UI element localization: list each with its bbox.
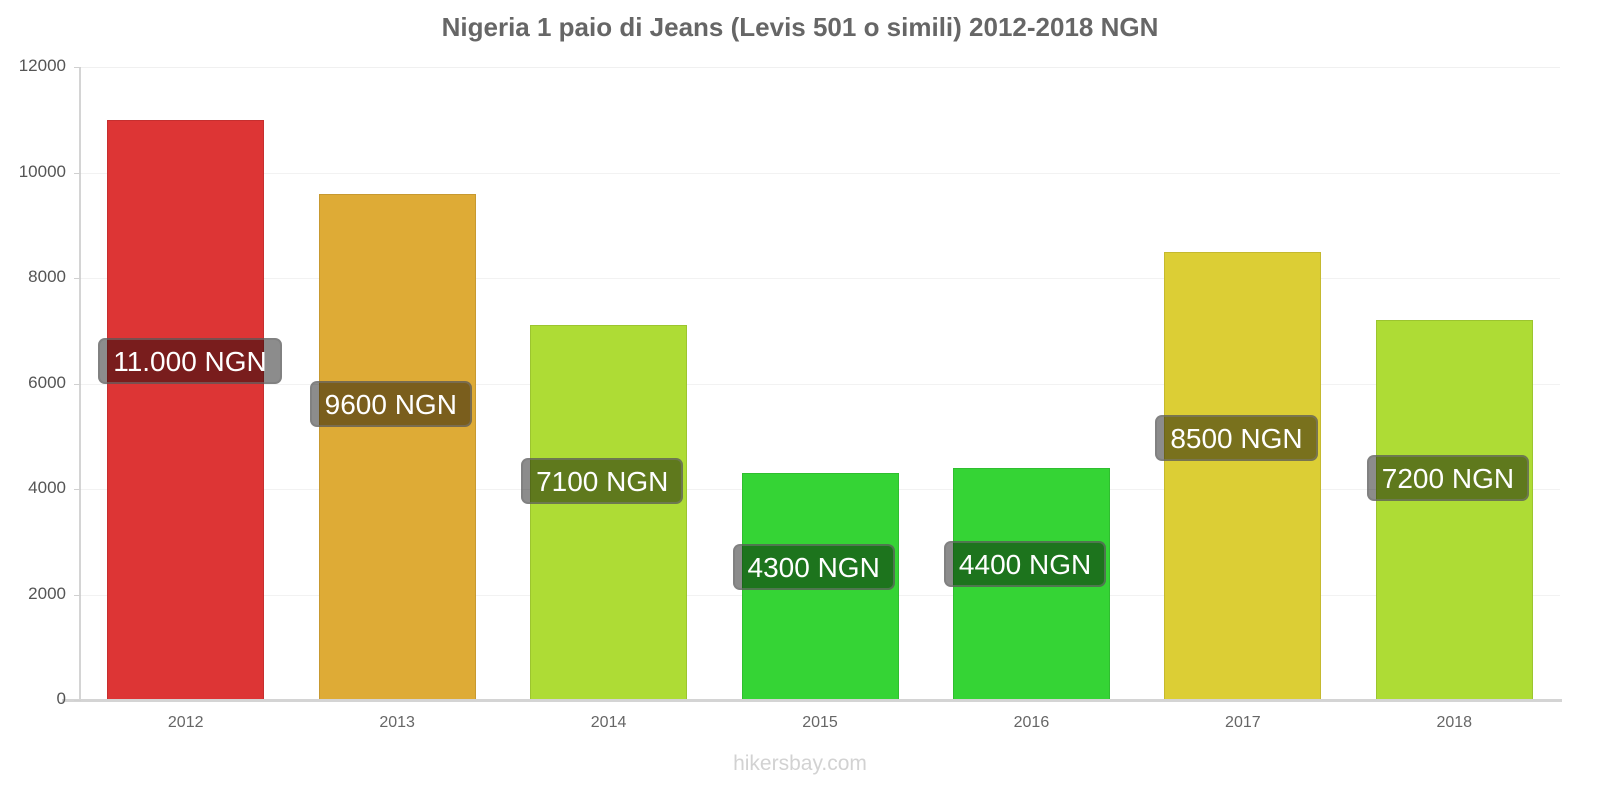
y-axis-tick-label: 6000 <box>28 372 66 392</box>
chart-title: Nigeria 1 paio di Jeans (Levis 501 o sim… <box>441 12 1159 42</box>
y-axis-tick-mark <box>74 383 81 385</box>
bar-value-label-2012: 11.000 NGN <box>98 337 282 384</box>
y-axis-tick-label: 12000 <box>18 56 66 75</box>
bar-value-label-2013: 9600 NGN <box>309 380 472 427</box>
bar-value-label-2017: 8500 NGN <box>1155 414 1318 461</box>
bar-value-label-2018: 7200 NGN <box>1366 454 1530 501</box>
y-axis-tick-label: 0 <box>56 689 66 708</box>
y-axis-tick-mark <box>74 700 81 701</box>
x-axis-tick-label: 2016 <box>1013 714 1050 731</box>
y-axis-tick-label: 4000 <box>28 478 66 497</box>
x-axis-tick-label: 2012 <box>167 714 204 731</box>
bar-2012[interactable] <box>107 119 265 700</box>
x-axis-tick-label: 2013 <box>379 714 415 731</box>
source-watermark: hikersbay.com <box>733 752 867 775</box>
gridline <box>80 383 1560 385</box>
x-axis-tick-label: 2018 <box>1436 714 1473 731</box>
y-axis-tick-mark <box>74 594 81 596</box>
y-axis-tick-label: 2000 <box>28 583 66 603</box>
x-axis-tick-label: 2017 <box>1225 714 1261 731</box>
y-axis-tick-label: 8000 <box>28 267 66 286</box>
bar-2016[interactable] <box>952 467 1110 700</box>
bar-2013[interactable] <box>318 193 476 700</box>
y-axis-tick-mark <box>74 278 81 279</box>
x-axis-tick-label: 2014 <box>590 714 627 731</box>
y-axis-tick-mark <box>74 67 81 68</box>
bar-2018[interactable] <box>1375 320 1533 700</box>
y-axis-tick-mark <box>74 172 81 174</box>
x-axis-tick-label: 2015 <box>802 714 838 731</box>
y-axis-tick-label: 10000 <box>18 161 66 181</box>
bar-value-label-2014: 7100 NGN <box>521 457 684 504</box>
bar-2017[interactable] <box>1164 251 1322 700</box>
x-axis-line <box>62 699 1562 702</box>
gridline <box>80 172 1560 174</box>
gridline <box>80 278 1560 279</box>
bar-2015[interactable] <box>741 473 899 700</box>
bar-value-label-2015: 4300 NGN <box>732 544 895 591</box>
gridline <box>80 67 1560 68</box>
y-axis-tick-mark <box>74 489 81 490</box>
bar-2014[interactable] <box>530 325 688 700</box>
bar-value-label-2016: 4400 NGN <box>943 541 1107 588</box>
plot-area <box>80 67 1560 701</box>
